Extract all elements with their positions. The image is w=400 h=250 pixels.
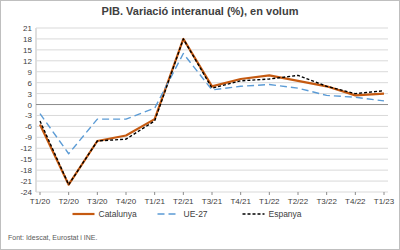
y-tick-label: 9 bbox=[28, 68, 33, 77]
y-tick-label: -15 bbox=[20, 155, 32, 164]
x-tick bbox=[212, 192, 213, 195]
x-tick bbox=[40, 192, 41, 195]
legend-label: Catalunya bbox=[99, 209, 138, 219]
series-line bbox=[40, 54, 384, 154]
x-tick-label: T2/22 bbox=[288, 197, 309, 206]
x-tick-label: T3/21 bbox=[202, 197, 223, 206]
x-tick-label: T3/22 bbox=[316, 197, 337, 206]
title: PIB. Variació interanual (%), en volum bbox=[102, 5, 299, 17]
grid-line bbox=[36, 38, 388, 39]
y-tick-label: -24 bbox=[20, 188, 32, 197]
y-tick-label: 6 bbox=[28, 79, 33, 88]
grid-line bbox=[36, 28, 388, 29]
x-tick-label: T1/20 bbox=[30, 197, 51, 206]
x-tick bbox=[326, 192, 327, 195]
x-tick bbox=[97, 192, 98, 195]
grid-line bbox=[36, 137, 388, 138]
grid-line bbox=[36, 126, 388, 127]
grid-line bbox=[36, 115, 388, 116]
x-tick-label: T4/20 bbox=[116, 197, 137, 206]
x-tick-label: T1/23 bbox=[374, 197, 395, 206]
x-tick-label: T2/21 bbox=[173, 197, 194, 206]
y-tick-label: -6 bbox=[25, 122, 33, 131]
series-line bbox=[40, 39, 384, 185]
x-tick bbox=[298, 192, 299, 195]
x-tick-label: T3/20 bbox=[87, 197, 108, 206]
x-tick bbox=[126, 192, 127, 195]
x-tick bbox=[183, 192, 184, 195]
grid-line bbox=[36, 82, 388, 83]
y-tick-label: 0 bbox=[28, 101, 33, 110]
legend-swatch bbox=[73, 213, 95, 215]
series-line bbox=[40, 39, 384, 185]
x-tick-label: T4/21 bbox=[230, 197, 251, 206]
x-tick bbox=[154, 192, 155, 195]
source: Font: Idescat, Eurostat i INE. bbox=[8, 234, 98, 241]
grid-line bbox=[36, 148, 388, 149]
y-axis bbox=[36, 28, 37, 192]
grid-line bbox=[36, 159, 388, 160]
legend-label: Espanya bbox=[269, 209, 302, 219]
x-tick bbox=[68, 192, 69, 195]
y-tick-label: 12 bbox=[23, 57, 32, 66]
grid-line bbox=[36, 71, 388, 72]
y-tick-label: -21 bbox=[20, 177, 32, 186]
x-tick bbox=[384, 192, 385, 195]
y-tick-label: -12 bbox=[20, 144, 32, 153]
grid-line bbox=[36, 170, 388, 171]
y-tick-label: 18 bbox=[23, 35, 32, 44]
x-tick bbox=[355, 192, 356, 195]
y-tick-label: 15 bbox=[23, 46, 32, 55]
grid-line bbox=[36, 181, 388, 182]
x-tick-label: T1/22 bbox=[259, 197, 280, 206]
x-tick-label: T4/22 bbox=[345, 197, 366, 206]
x-tick bbox=[269, 192, 270, 195]
grid-line bbox=[36, 49, 388, 50]
y-tick-label: -9 bbox=[25, 133, 33, 142]
grid-line bbox=[36, 60, 388, 61]
frame bbox=[1, 1, 400, 250]
x-tick-label: T1/21 bbox=[144, 197, 165, 206]
grid-line bbox=[36, 104, 388, 105]
chart: PIB. Variació interanual (%), en volum -2… bbox=[0, 0, 400, 250]
legend-label: UE-27 bbox=[184, 209, 208, 219]
y-tick-label: -3 bbox=[25, 111, 33, 120]
legend-swatch bbox=[243, 213, 265, 214]
y-tick-label: 21 bbox=[23, 24, 32, 33]
y-tick-label: -18 bbox=[20, 166, 32, 175]
x-tick-label: T2/20 bbox=[58, 197, 79, 206]
legend-swatch bbox=[158, 213, 180, 214]
y-tick-label: 3 bbox=[28, 90, 33, 99]
plot-area bbox=[40, 39, 384, 185]
grid-line bbox=[36, 93, 388, 94]
x-tick bbox=[240, 192, 241, 195]
